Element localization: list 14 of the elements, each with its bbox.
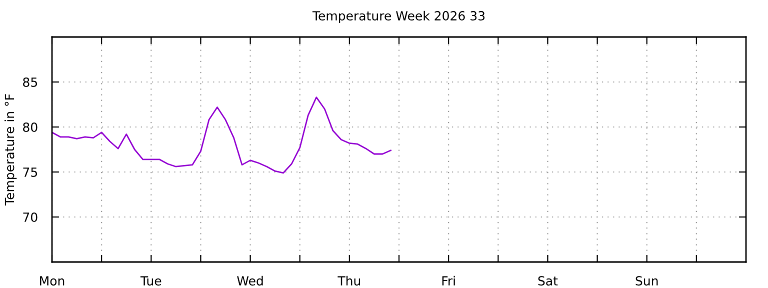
- y-tick-label: 80: [23, 122, 38, 132]
- x-tick-label: Sat: [538, 276, 558, 286]
- y-tick-label: 70: [23, 212, 38, 222]
- x-tick-label: Fri: [442, 276, 455, 286]
- x-tick-label: Mon: [40, 276, 64, 286]
- line-series: [52, 96, 392, 174]
- x-tick-label: Thu: [338, 276, 360, 286]
- x-tick-label: Wed: [237, 276, 263, 286]
- chart-title: Temperature Week 2026 33: [312, 10, 485, 23]
- y-tick-label: 75: [23, 168, 38, 177]
- y-tick-label: 85: [23, 77, 38, 87]
- x-tick-label: Sun: [636, 276, 658, 286]
- y-axis-title: Temperature in °F: [4, 94, 17, 206]
- x-tick-label: Tue: [140, 276, 162, 286]
